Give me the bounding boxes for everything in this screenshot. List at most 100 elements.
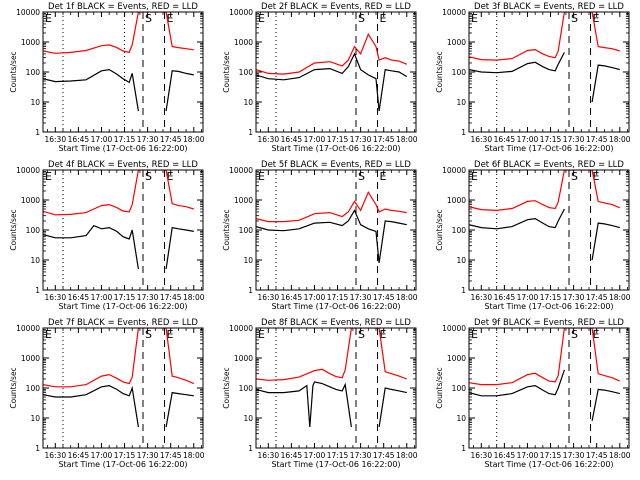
y-axis-label: Counts/sec	[222, 367, 231, 408]
y-tick-label: 10	[456, 256, 466, 265]
x-tick-label: 18:00	[609, 293, 631, 302]
lld-series-line	[43, 328, 195, 388]
start-marker-label: S	[571, 12, 578, 25]
y-tick-label: 1000	[234, 196, 253, 205]
x-tick-label: 18:00	[183, 451, 205, 460]
plot-frame	[42, 169, 204, 291]
x-axis-label: Start Time (17-Oct-06 16:22:00)	[484, 144, 613, 153]
panel-title: Det 5f BLACK = Events, RED = LLD	[261, 160, 411, 170]
x-tick-label: 17:15	[114, 135, 136, 144]
y-tick-label: 1	[248, 444, 253, 453]
y-tick-label: 10000	[229, 166, 253, 175]
y-tick-label: 100	[26, 384, 41, 393]
x-tick-label: 18:00	[609, 135, 631, 144]
y-tick-label: 10000	[442, 8, 466, 17]
x-tick-label: 16:30	[470, 135, 492, 144]
events-series-line	[256, 381, 407, 428]
y-tick-label: 1	[35, 128, 40, 137]
lld-series-line	[469, 170, 621, 212]
y-tick-label: 10	[243, 256, 253, 265]
y-tick-label: 1000	[447, 38, 466, 47]
end-marker-label: E	[45, 12, 52, 25]
end-marker-label: E	[258, 170, 265, 183]
lld-series-line	[469, 328, 621, 386]
events-series-line	[43, 68, 194, 112]
x-tick-label: 16:30	[470, 293, 492, 302]
y-axis-label: Counts/sec	[435, 367, 444, 408]
detector-panel: Det 5f BLACK = Events, RED = LLD 1 10 100 10…	[222, 160, 418, 311]
y-tick-label: 1000	[21, 38, 40, 47]
x-tick-label: 17:00	[517, 451, 539, 460]
events-series-line	[469, 52, 620, 103]
y-tick-label: 100	[239, 226, 254, 235]
end-marker-label: E	[167, 328, 174, 341]
detector-panel: Det 7f BLACK = Events, RED = LLD 1 10 100 10…	[9, 318, 205, 469]
x-axis-label: Start Time (17-Oct-06 16:22:00)	[271, 144, 400, 153]
x-axis-label: Start Time (17-Oct-06 16:22:00)	[271, 460, 400, 469]
y-tick-label: 10000	[442, 166, 466, 175]
events-series-line	[469, 369, 620, 422]
y-tick-label: 1	[461, 128, 466, 137]
x-tick-label: 16:45	[281, 293, 303, 302]
plot-frame	[468, 169, 630, 291]
x-tick-label: 17:15	[114, 451, 136, 460]
plot-frame	[468, 11, 630, 133]
panel-title: Det 9f BLACK = Events, RED = LLD	[474, 318, 624, 328]
x-tick-label: 17:15	[327, 135, 349, 144]
start-marker-label: S	[145, 328, 152, 341]
panel-title: Det 3f BLACK = Events, RED = LLD	[474, 2, 624, 12]
plot-frame	[468, 327, 630, 449]
x-tick-label: 17:30	[350, 135, 372, 144]
y-tick-label: 100	[239, 68, 254, 77]
x-tick-label: 17:30	[137, 135, 159, 144]
y-tick-label: 10000	[229, 324, 253, 333]
x-tick-label: 16:45	[494, 451, 516, 460]
y-tick-label: 100	[26, 226, 41, 235]
x-tick-label: 17:00	[304, 451, 326, 460]
panel-title: Det 6f BLACK = Events, RED = LLD	[474, 160, 624, 170]
x-tick-label: 16:45	[68, 451, 90, 460]
y-tick-label: 10000	[442, 324, 466, 333]
y-tick-label: 1	[248, 286, 253, 295]
detector-panel: Det 4f BLACK = Events, RED = LLD 1 10 100 10…	[9, 160, 205, 311]
start-marker-label: S	[358, 12, 365, 25]
x-axis-label: Start Time (17-Oct-06 16:22:00)	[484, 460, 613, 469]
detector-panel: Det 1f BLACK = Events, RED = LLD 1 10 100 10…	[9, 2, 205, 153]
y-axis-label: Counts/sec	[9, 51, 18, 92]
x-tick-label: 17:00	[517, 135, 539, 144]
y-tick-label: 10	[243, 414, 253, 423]
x-axis-label: Start Time (17-Oct-06 16:22:00)	[58, 144, 187, 153]
detector-panel: Det 9f BLACK = Events, RED = LLD 1 10 100 10…	[435, 318, 631, 469]
y-axis-label: Counts/sec	[435, 209, 444, 250]
y-tick-label: 10000	[16, 166, 40, 175]
end-marker-label: E	[258, 12, 265, 25]
y-tick-label: 100	[239, 384, 254, 393]
plot-frame	[255, 11, 417, 133]
y-tick-label: 100	[452, 384, 467, 393]
end-marker-label: E	[593, 12, 600, 25]
y-tick-label: 1000	[234, 38, 253, 47]
end-marker-label: E	[593, 328, 600, 341]
y-tick-label: 100	[26, 68, 41, 77]
y-tick-label: 1000	[447, 196, 466, 205]
detector-panel: Det 8f BLACK = Events, RED = LLD 1 10 100 10…	[222, 318, 418, 469]
y-axis-label: Counts/sec	[9, 367, 18, 408]
x-axis-label: Start Time (17-Oct-06 16:22:00)	[484, 302, 613, 311]
x-tick-label: 17:15	[327, 293, 349, 302]
y-tick-label: 100	[452, 68, 467, 77]
x-tick-label: 16:30	[44, 451, 66, 460]
y-tick-label: 1	[461, 286, 466, 295]
y-tick-label: 10	[456, 98, 466, 107]
y-tick-label: 10000	[16, 8, 40, 17]
x-tick-label: 18:00	[609, 451, 631, 460]
lld-series-line	[256, 328, 408, 381]
x-tick-label: 17:30	[137, 293, 159, 302]
x-tick-label: 18:00	[183, 135, 205, 144]
end-marker-label: E	[167, 170, 174, 183]
x-tick-label: 16:30	[470, 451, 492, 460]
events-series-line	[256, 209, 407, 263]
end-marker-label: E	[258, 328, 265, 341]
start-marker-label: S	[571, 328, 578, 341]
y-tick-label: 100	[452, 226, 467, 235]
y-tick-label: 1	[461, 444, 466, 453]
